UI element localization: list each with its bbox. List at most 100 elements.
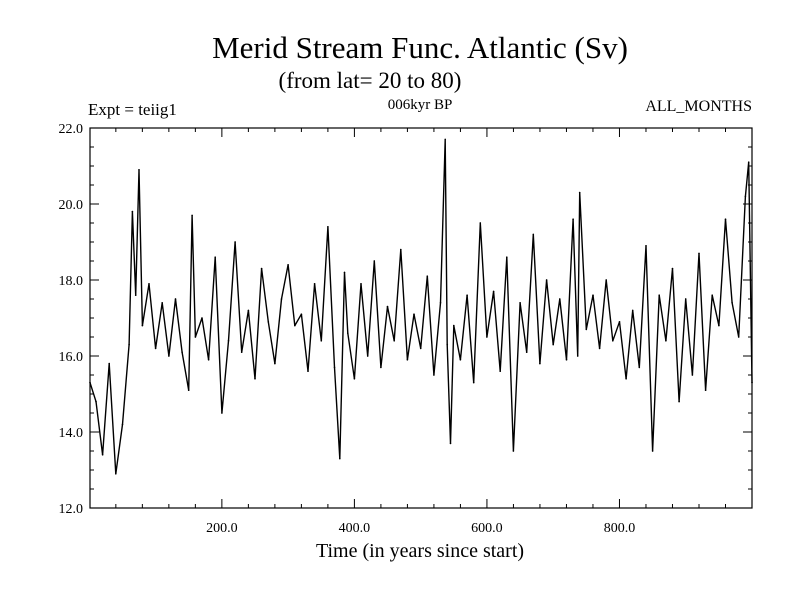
data-point — [353, 378, 356, 380]
data-point — [631, 309, 634, 312]
y-tick-label: 18.0 — [59, 274, 84, 289]
data-point — [280, 298, 283, 300]
data-point — [472, 381, 475, 384]
data-point — [260, 267, 263, 270]
chart-subtitle: (from lat= 20 to 80) — [278, 68, 462, 93]
data-point — [400, 248, 402, 251]
data-point — [512, 450, 515, 452]
data-point — [744, 195, 747, 198]
data-point — [651, 450, 654, 452]
data-point — [711, 294, 713, 297]
data-point — [691, 374, 694, 376]
data-point — [181, 351, 183, 354]
data-point — [89, 381, 91, 384]
data-point — [552, 343, 554, 346]
period-label: 006kyr BP — [387, 97, 453, 113]
data-point — [347, 332, 349, 335]
data-point — [240, 351, 243, 354]
data-point — [201, 317, 203, 319]
data-point — [671, 267, 674, 270]
data-point — [254, 378, 256, 380]
y-tick-label: 20.0 — [59, 198, 84, 213]
data-point — [598, 347, 601, 350]
data-point — [214, 256, 216, 259]
data-point — [519, 302, 521, 304]
data-point — [115, 473, 117, 475]
data-point — [101, 454, 104, 456]
data-point — [128, 343, 130, 346]
data-point — [247, 309, 250, 312]
data-point — [618, 321, 621, 323]
data-point — [565, 359, 568, 361]
y-tick-label: 12.0 — [59, 502, 84, 517]
data-point — [576, 355, 579, 357]
data-point — [499, 370, 502, 373]
data-point — [313, 283, 316, 285]
data-point — [393, 340, 396, 342]
data-point — [426, 275, 429, 278]
data-point — [406, 359, 409, 361]
data-point — [227, 340, 230, 342]
data-point — [704, 389, 707, 392]
data-point — [532, 233, 535, 236]
data-point — [747, 161, 750, 163]
data-point — [419, 347, 422, 350]
data-point — [731, 302, 733, 304]
data-point — [294, 324, 296, 327]
data-point — [207, 359, 210, 361]
data-point — [737, 336, 740, 338]
series-line-0 — [89, 138, 753, 475]
data-point — [267, 321, 270, 323]
data-point — [234, 241, 236, 243]
x-axis-label: Time (in years since start) — [315, 540, 525, 562]
data-point — [373, 260, 376, 262]
x-tick-label: 600.0 — [471, 521, 503, 536]
data-point — [339, 457, 341, 460]
data-point — [138, 169, 140, 171]
data-point — [466, 294, 468, 297]
data-point — [559, 298, 561, 300]
x-tick-label: 800.0 — [604, 521, 636, 536]
data-point — [287, 264, 289, 266]
x-tick-label: 400.0 — [339, 521, 371, 536]
months-label: ALL_MONTHS — [645, 98, 752, 115]
data-point — [386, 305, 389, 308]
data-point — [333, 366, 336, 369]
data-point — [612, 340, 614, 342]
data-point — [343, 271, 346, 274]
data-point — [625, 378, 627, 380]
data-point — [439, 302, 442, 304]
data-point — [459, 359, 462, 361]
data-point — [698, 252, 700, 255]
y-tick-label: 16.0 — [59, 350, 84, 365]
data-point — [161, 302, 163, 304]
series-group — [89, 138, 753, 475]
data-point — [585, 328, 588, 331]
data-point — [492, 290, 495, 293]
data-point — [274, 362, 276, 365]
data-point — [108, 362, 110, 365]
data-point — [486, 336, 488, 338]
data-point — [433, 374, 435, 376]
data-point — [449, 442, 452, 445]
data-point — [638, 366, 641, 369]
data-point — [168, 355, 170, 357]
data-point — [194, 336, 197, 338]
data-point — [525, 351, 528, 354]
data-point — [572, 218, 574, 220]
data-point — [446, 343, 449, 346]
data-point — [479, 222, 482, 224]
data-point — [545, 279, 548, 281]
experiment-label: Expt = teiig1 — [88, 100, 177, 119]
data-point — [665, 340, 667, 342]
data-point — [645, 245, 647, 247]
data-point — [320, 340, 323, 342]
data-point — [724, 218, 727, 220]
data-point — [684, 298, 687, 300]
data-point — [413, 313, 415, 316]
data-point — [366, 355, 369, 357]
chart-title: Merid Stream Func. Atlantic (Sv) — [212, 30, 628, 65]
data-point — [327, 226, 329, 228]
data-point — [380, 366, 382, 369]
